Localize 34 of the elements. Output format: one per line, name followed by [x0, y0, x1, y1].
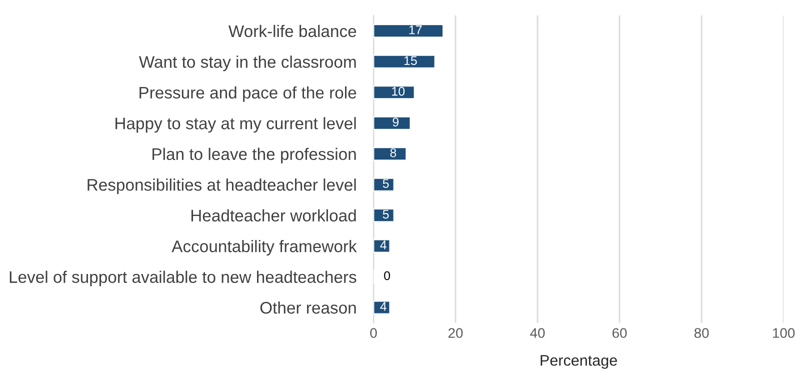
y-tick-label: Accountability framework: [172, 240, 357, 256]
bar: [374, 177, 395, 192]
data-label: 8: [390, 148, 396, 158]
data-label: 0: [384, 271, 390, 280]
bar: [374, 146, 408, 161]
y-tick-label: Plan to leave the profession: [152, 148, 356, 164]
x-tick-label: 20: [448, 328, 463, 338]
data-label: 5: [382, 179, 389, 188]
data-label: 9: [392, 118, 399, 126]
y-tick-label: Pressure and pace of the role: [140, 86, 356, 102]
data-label: 5: [382, 210, 389, 219]
y-tick-label: Want to stay in the classroom: [138, 56, 356, 72]
x-tick-label: 40: [530, 328, 545, 338]
x-tick-label: 60: [612, 328, 627, 338]
x-tick-label: 80: [694, 328, 709, 338]
x-tick-label: 100: [773, 328, 795, 338]
bar: [374, 54, 436, 69]
data-label: 10: [392, 86, 405, 96]
bar: [374, 116, 412, 130]
bar: [374, 24, 444, 38]
data-label: 15: [404, 56, 417, 66]
y-tick-label: Headteacher workload: [191, 209, 356, 222]
data-label: 4: [380, 240, 386, 250]
data-label: 4: [380, 302, 386, 311]
x-tick-label: 0: [370, 328, 377, 338]
data-label: 17: [409, 26, 422, 34]
y-tick-label: Happy to stay at my current level: [116, 117, 356, 133]
bar: [374, 85, 416, 100]
y-tick-label: Level of support available to new headteachers: [10, 270, 356, 286]
x-axis-title: Percentage: [540, 355, 617, 369]
y-tick-label: Responsibilities at headteacher level: [88, 178, 356, 194]
y-tick-label: Work-life balance: [228, 24, 356, 38]
bar: [374, 208, 395, 222]
y-tick-label: Other reason: [260, 301, 356, 314]
